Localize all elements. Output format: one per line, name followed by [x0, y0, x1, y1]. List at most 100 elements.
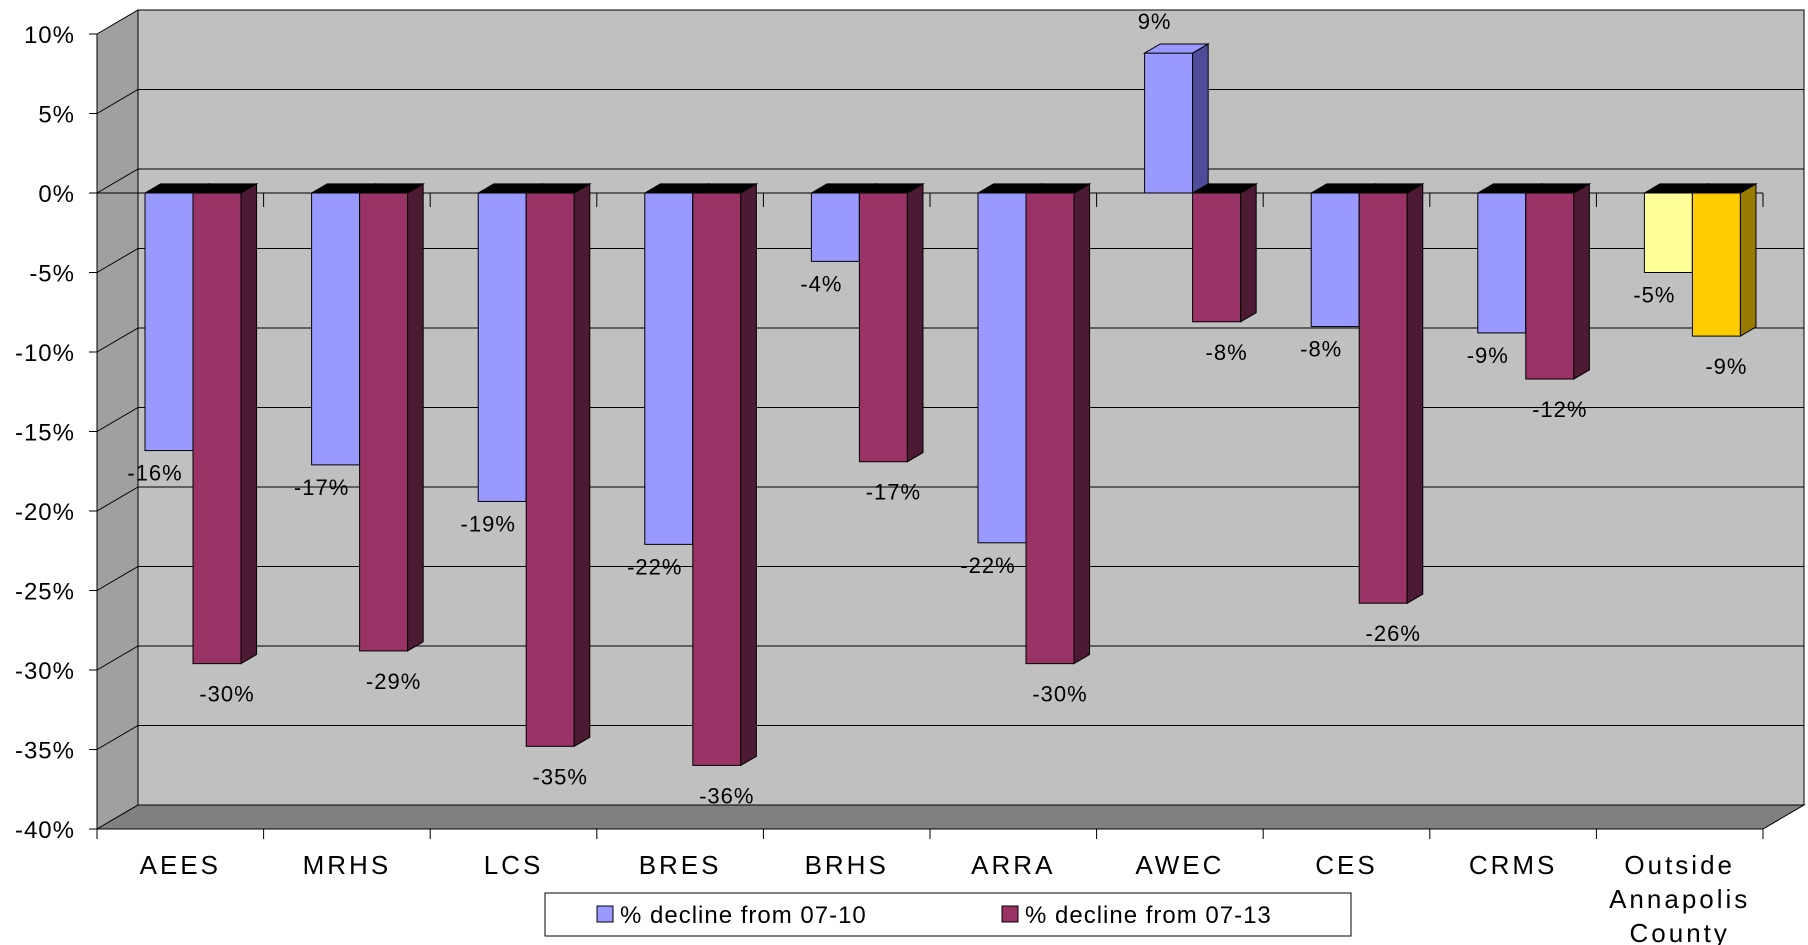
data-label-series1: -19%: [461, 511, 516, 536]
bar-series1-front: [977, 192, 1027, 544]
data-label-series1: -22%: [627, 554, 682, 579]
bar-series2-top: [1690, 183, 1758, 194]
y-tick-label: 0%: [38, 181, 75, 208]
y-tick-label: -30%: [15, 658, 75, 685]
data-labels: -16% -30% -17% -29% -19% -35% -22% -36% -4% -17% -…: [127, 9, 1747, 808]
y-tick-label: 10%: [24, 22, 75, 49]
category-label: Outside: [1624, 850, 1735, 880]
bar-series2-front: [359, 192, 409, 652]
data-label-series2: -17%: [866, 480, 921, 505]
bar-series2: [690, 183, 759, 767]
data-label-series2: -26%: [1366, 621, 1421, 646]
bar-series2: [1523, 183, 1592, 380]
category-label: BRHS: [805, 850, 889, 880]
legend-label-series1: % decline from 07-10: [620, 902, 867, 929]
category-label: County: [1630, 918, 1730, 945]
y-tick-label: -10%: [15, 340, 75, 367]
bar-series2-top: [690, 183, 759, 194]
data-label-series1: -9%: [1467, 343, 1509, 368]
category-label: BRES: [639, 850, 722, 880]
y-tick-label: -40%: [15, 817, 75, 844]
bar-series1-front: [144, 192, 194, 452]
bar-series2: [1024, 183, 1092, 665]
gridline: [96, 645, 1804, 671]
category-label: LCS: [484, 850, 544, 880]
y-tick-label: -5%: [29, 261, 75, 288]
bar-series2-top: [191, 183, 259, 194]
bar-series2-side: [1573, 183, 1590, 380]
bar-series2-side: [407, 183, 424, 652]
category-label: CRMS: [1469, 850, 1558, 880]
data-label-series1: -5%: [1633, 283, 1675, 308]
y-tick-label: -35%: [15, 738, 75, 765]
legend-swatch-series2: [1001, 905, 1019, 923]
gridline: [96, 486, 1804, 512]
bar-series2-side: [1739, 183, 1757, 337]
bar-series2-front: [1192, 192, 1242, 323]
floor: [95, 804, 1806, 830]
gridline: [96, 725, 1804, 750]
category-label: AEES: [140, 850, 221, 880]
legend: % decline from 07-10 % decline from 07-13: [544, 892, 1352, 937]
legend-label-series2: % decline from 07-13: [1025, 902, 1272, 929]
bar-series2-front: [1025, 192, 1075, 665]
y-tick-label: -15%: [15, 420, 75, 447]
bar-series1: [1142, 43, 1211, 194]
gridline: [96, 168, 1804, 194]
bar-series2-side: [740, 183, 757, 767]
category-label: CES: [1315, 850, 1377, 880]
bar-series2-front: [525, 192, 575, 747]
category-label: MRHS: [303, 850, 392, 880]
bar-series2-side: [1240, 183, 1257, 323]
y-tick-label: 5%: [38, 102, 75, 129]
bar-series2: [357, 183, 426, 652]
y-tick-label: -20%: [15, 499, 75, 526]
bar-series1-front: [1144, 52, 1194, 194]
bar-series2-side: [906, 183, 924, 463]
data-label-series2: -30%: [1032, 682, 1087, 707]
bar-series2-top: [524, 183, 592, 194]
bar-series1-front: [810, 192, 860, 262]
gridline: [96, 89, 1804, 114]
axes: 10% 5% 0% -5% -10% -15% -20% -25% -30% -35% -40% AE…: [15, 22, 1764, 945]
data-label-series2: -30%: [199, 682, 254, 707]
bar-series2-front: [1691, 192, 1741, 337]
bar-series2-front: [1525, 192, 1575, 380]
category-label: Annapolis: [1609, 884, 1750, 914]
data-label-series2: -29%: [366, 669, 421, 694]
bar-series1-side: [1192, 43, 1209, 194]
bar-series2-side: [1073, 183, 1091, 665]
bar-series2-side: [573, 183, 591, 748]
bar-series2: [191, 183, 259, 665]
bar-series2-top: [1024, 183, 1092, 194]
bar-series2-front: [1358, 192, 1408, 604]
bar-series1-top: [1142, 43, 1211, 54]
bar-series2-side: [240, 183, 258, 665]
bar-series2-front: [692, 192, 742, 766]
bar-series2-front: [192, 192, 242, 665]
data-label-series1: -22%: [960, 553, 1015, 578]
bars: [143, 43, 1758, 767]
bar-series2-top: [1357, 183, 1425, 194]
data-label-series2: -35%: [533, 764, 588, 789]
bar-series1-front: [1477, 192, 1527, 334]
y-tick-label: -25%: [15, 579, 75, 606]
gridline: [96, 407, 1804, 432]
bar-series2: [857, 183, 925, 463]
gridline: [96, 327, 1804, 353]
bar-series2-top: [357, 183, 426, 194]
category-label: ARRA: [971, 850, 1055, 880]
gridlines: [96, 89, 1804, 750]
data-label-series2: -12%: [1532, 397, 1587, 422]
bar-series1-front: [1310, 192, 1360, 328]
data-label-series1: 9%: [1138, 9, 1172, 34]
data-label-series2: -9%: [1705, 354, 1747, 379]
data-label-series1: -8%: [1300, 337, 1342, 362]
bar-series1-front: [644, 192, 694, 545]
data-label-series2: -36%: [699, 783, 754, 808]
bar-series2-top: [1523, 183, 1592, 194]
bar-series2: [1690, 183, 1758, 337]
data-label-series1: -16%: [127, 461, 182, 486]
bar-series2-side: [1406, 183, 1424, 605]
